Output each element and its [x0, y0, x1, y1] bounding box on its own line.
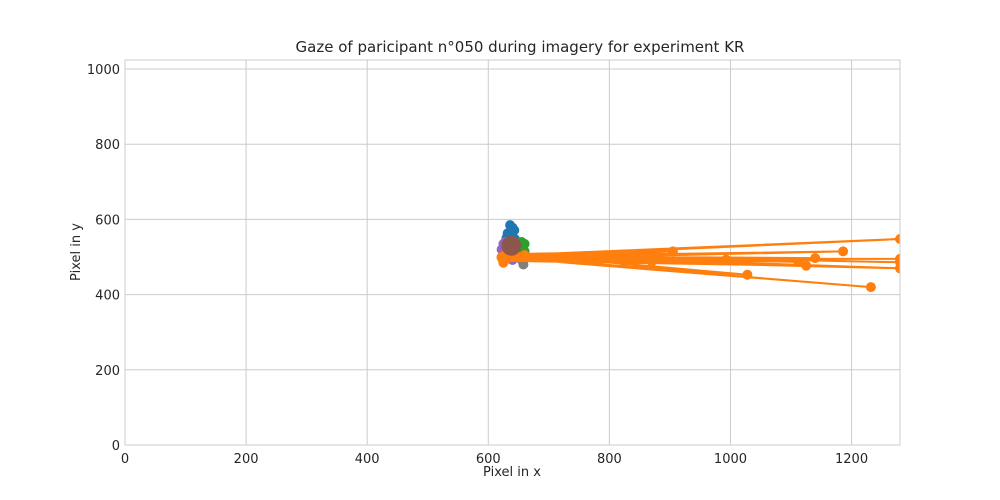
- series-5: [496, 234, 900, 293]
- x-tick-label: 800: [597, 452, 622, 467]
- data-point: [498, 257, 509, 268]
- data-point: [667, 246, 678, 257]
- data-point: [801, 260, 812, 271]
- data-point: [793, 256, 804, 267]
- chart-title: Gaze of paricipant n°050 during imagery …: [296, 38, 745, 56]
- data-point: [742, 269, 753, 280]
- y-tick-label: 600: [95, 213, 120, 228]
- data-point: [649, 252, 660, 262]
- y-tick-label: 1000: [87, 63, 120, 78]
- plot-area: [496, 220, 900, 293]
- data-point: [865, 282, 876, 293]
- x-tick-label: 1200: [835, 452, 868, 467]
- data-point: [721, 254, 732, 265]
- y-tick-label: 800: [95, 138, 120, 153]
- data-point: [619, 256, 630, 267]
- x-tick-label: 200: [234, 452, 259, 467]
- data-point: [838, 246, 849, 257]
- data-point: [501, 235, 522, 256]
- y-tick-label: 0: [112, 439, 120, 454]
- series-line: [500, 238, 900, 289]
- y-axis-label: Pixel in y: [69, 223, 84, 281]
- x-tick-label: 600: [476, 452, 501, 467]
- x-tick-label: 400: [355, 452, 380, 467]
- x-axis-label: Pixel in x: [483, 465, 541, 480]
- x-tick-label: 1000: [714, 452, 747, 467]
- data-point: [895, 253, 900, 264]
- tick-labels: 0 200 400 600 800 1000 1200 0 200 400 600 800 1000: [87, 63, 868, 467]
- data-point: [810, 253, 821, 264]
- y-tick-label: 400: [95, 289, 120, 304]
- y-tick-label: 200: [95, 364, 120, 379]
- data-point: [895, 234, 900, 244]
- axes-frame: [124, 59, 901, 446]
- x-tick-label: 0: [121, 452, 129, 467]
